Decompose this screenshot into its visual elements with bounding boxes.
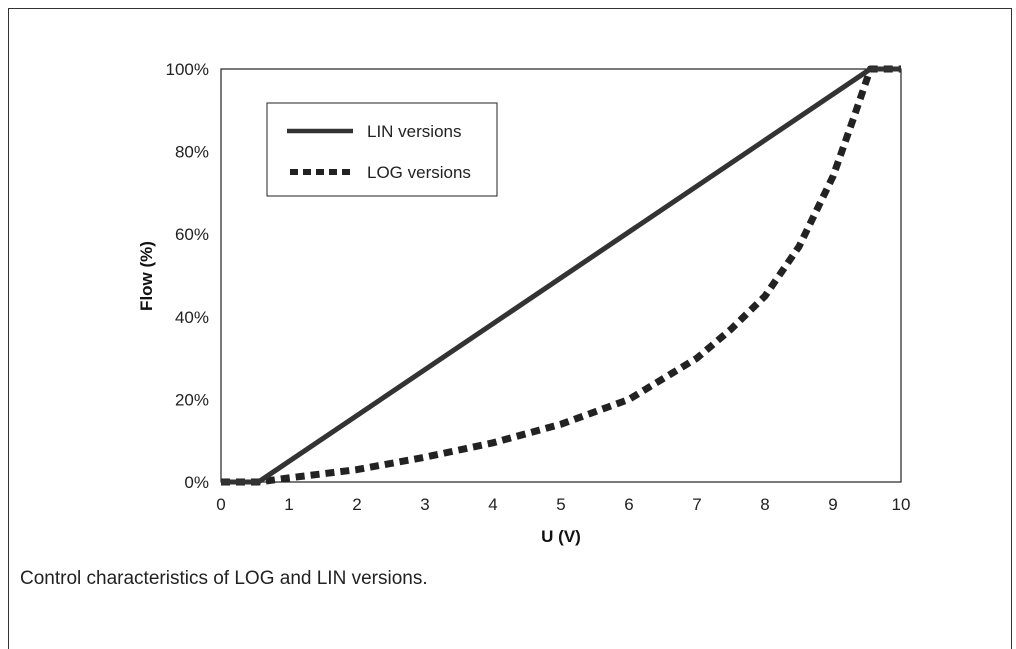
flow-chart: 0 1 2 3 4 5 6 7 8 9 10 0% 20% 40% 60% 80% 100% U (V) Fl… xyxy=(137,60,910,546)
series-line-lin xyxy=(221,66,901,485)
x-axis-title: U (V) xyxy=(541,527,581,546)
x-axis-ticks: 0 1 2 3 4 5 6 7 8 9 10 xyxy=(216,495,910,514)
x-tick-label: 4 xyxy=(488,495,497,514)
x-tick-label: 9 xyxy=(828,495,837,514)
x-tick-label: 6 xyxy=(624,495,633,514)
figure-caption: Control characteristics of LOG and LIN v… xyxy=(20,568,428,589)
legend-label-log: LOG versions xyxy=(367,163,471,182)
legend-label-lin: LIN versions xyxy=(367,122,461,141)
legend-box xyxy=(266,102,498,197)
y-axis-ticks: 0% 20% 40% 60% 80% 100% xyxy=(166,60,209,492)
series-layer xyxy=(221,65,901,486)
y-tick-label: 100% xyxy=(166,60,209,79)
y-axis-title: Flow (%) xyxy=(137,241,156,311)
x-tick-label: 1 xyxy=(284,495,293,514)
x-tick-label: 7 xyxy=(692,495,701,514)
y-tick-label: 40% xyxy=(175,308,209,327)
series-line-log xyxy=(221,65,901,486)
y-tick-label: 20% xyxy=(175,390,209,409)
y-tick-label: 60% xyxy=(175,225,209,244)
legend: LIN versions LOG versions xyxy=(266,102,498,197)
y-tick-label: 0% xyxy=(184,473,209,492)
x-tick-label: 5 xyxy=(556,495,565,514)
figure-frame xyxy=(8,8,1012,649)
x-tick-label: 3 xyxy=(420,495,429,514)
x-tick-label: 0 xyxy=(216,495,225,514)
x-tick-label: 10 xyxy=(892,495,911,514)
x-tick-label: 2 xyxy=(352,495,361,514)
x-tick-label: 8 xyxy=(760,495,769,514)
y-tick-label: 80% xyxy=(175,143,209,162)
